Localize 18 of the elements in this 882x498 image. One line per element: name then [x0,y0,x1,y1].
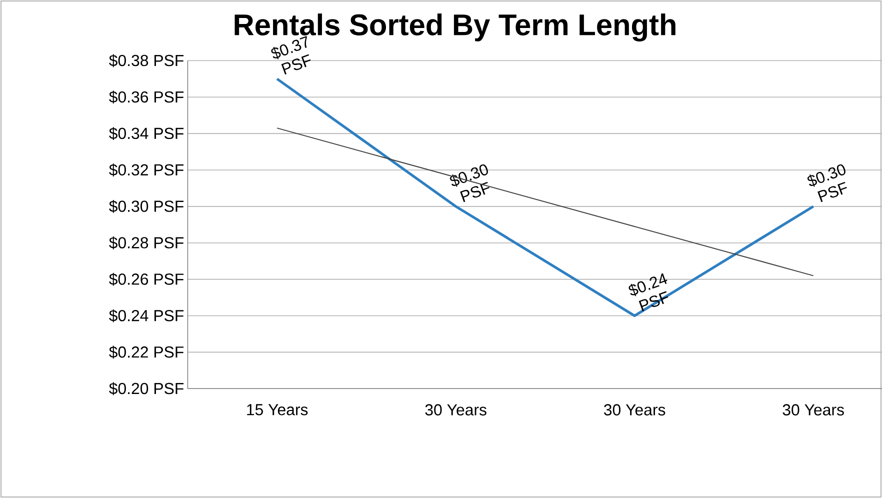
data-label: $0.30 PSF [450,164,490,202]
x-tick-label: 30 Years [425,404,486,416]
y-tick-label: $0.38 PSF [109,54,184,68]
data-label: $0.37 PSF [271,36,311,75]
y-tick-label: $0.20 PSF [109,382,184,396]
x-tick-label: 15 Years [247,404,308,416]
y-tick-label: $0.24 PSF [109,309,184,322]
y-tick-label: $0.36 PSF [109,90,184,104]
x-tick-label: 30 Years [782,404,844,416]
y-tick-label: $0.26 PSF [109,272,184,286]
y-tick-label: $0.30 PSF [109,200,184,213]
data-label: $0.24 PSF [628,273,668,312]
x-tick-label: 30 Years [604,404,666,416]
data-label: $0.30 PSF [807,164,847,202]
y-tick-label: $0.34 PSF [109,127,184,140]
y-tick-label: $0.22 PSF [109,346,184,359]
y-tick-label: $0.28 PSF [109,236,184,250]
y-tick-label: $0.32 PSF [109,164,184,176]
